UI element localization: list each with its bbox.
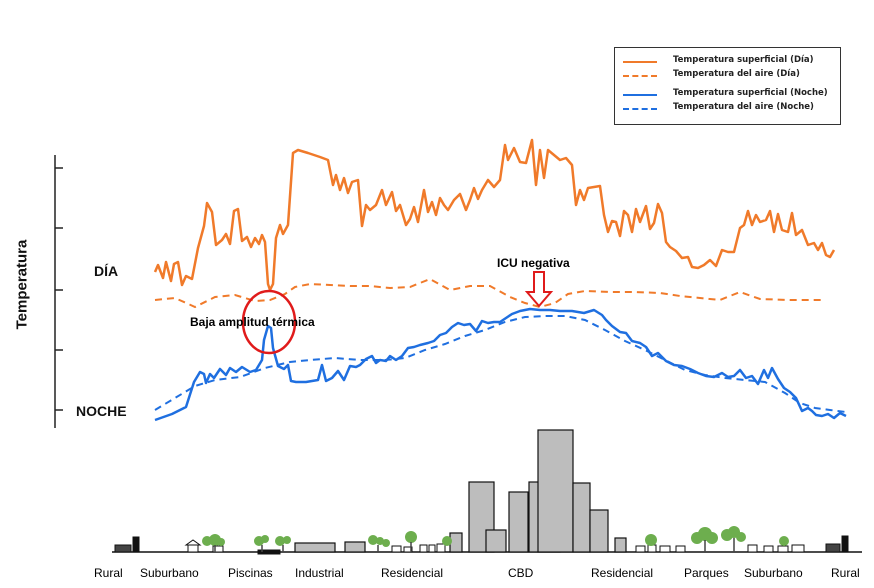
zone-label: Suburbano	[744, 566, 803, 580]
down-arrow-icon	[524, 271, 554, 308]
y-axis-label: Temperatura	[13, 239, 31, 330]
legend: Temperatura superficial (Día) Temperatur…	[614, 47, 841, 125]
legend-swatch-solid-blue	[623, 94, 657, 96]
legend-label: Temperatura del aire (Noche)	[673, 102, 814, 112]
legend-label: Temperatura superficial (Día)	[673, 55, 814, 65]
zone-label: Piscinas	[228, 566, 273, 580]
legend-label: Temperatura superficial (Noche)	[673, 88, 828, 98]
legend-item-night-air: Temperatura del aire (Noche)	[615, 102, 840, 116]
zone-label: CBD	[508, 566, 534, 580]
y-axis	[54, 155, 63, 428]
legend-item-night-surface: Temperatura superficial (Noche)	[615, 88, 840, 102]
zone-label: Suburbano	[140, 566, 199, 580]
night-label: NOCHE	[76, 403, 127, 419]
night-air-temperature-line	[154, 315, 847, 413]
low-amplitude-annotation: Baja amplitud térmica	[190, 315, 315, 329]
zone-label: Rural	[94, 566, 123, 580]
zone-label: Residencial	[381, 566, 444, 580]
day-air-temperature-line	[154, 277, 824, 309]
legend-swatch-solid-orange	[623, 61, 657, 63]
zone-label: Rural	[831, 566, 860, 580]
small-buildings	[114, 535, 849, 555]
legend-item-day-surface: Temperatura superficial (Día)	[615, 55, 840, 69]
trees	[202, 526, 789, 547]
tree-trunks	[214, 538, 735, 552]
day-label: DÍA	[94, 263, 119, 279]
legend-item-day-air: Temperatura del aire (Día)	[615, 69, 840, 83]
legend-swatch-dashed-blue	[623, 108, 657, 110]
day-surface-temperature-line	[153, 138, 836, 292]
city-buildings	[294, 429, 627, 553]
zone-label: Industrial	[295, 566, 344, 580]
night-surface-temperature-line	[154, 307, 847, 422]
zone-label: Residencial	[591, 566, 654, 580]
negative-uhi-annotation: ICU negativa	[497, 256, 570, 270]
zone-label: Parques	[684, 566, 729, 580]
legend-label: Temperatura del aire (Día)	[673, 69, 800, 79]
low-amplitude-circle	[241, 289, 297, 355]
legend-swatch-dashed-orange	[623, 75, 657, 77]
